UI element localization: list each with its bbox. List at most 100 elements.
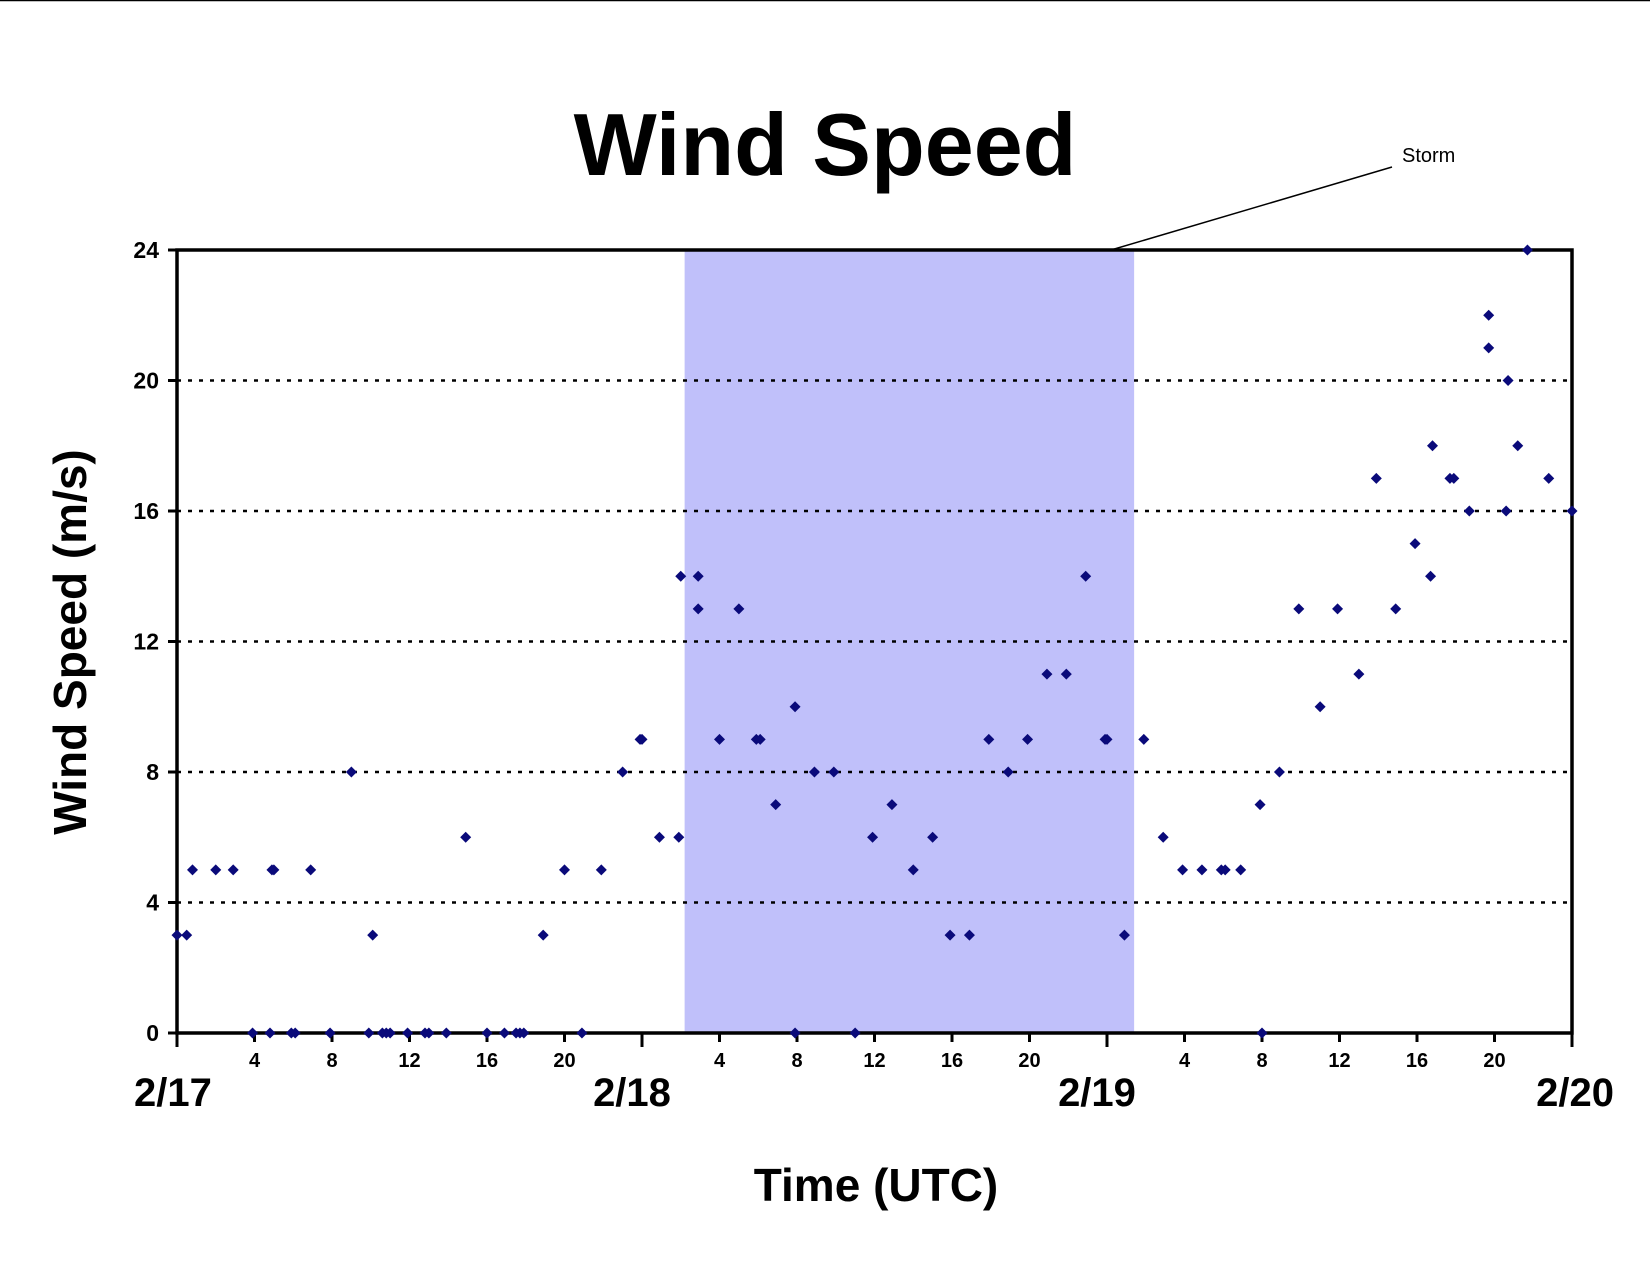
- y-tick-label: 16: [133, 498, 159, 524]
- data-point: [983, 733, 995, 745]
- data-point: [1543, 472, 1555, 484]
- data-point: [714, 733, 725, 745]
- data-point: [692, 603, 704, 615]
- data-point: [867, 831, 879, 843]
- data-point: [1196, 864, 1208, 876]
- data-point: [1566, 505, 1578, 517]
- x-tick-label: 8: [326, 1050, 337, 1072]
- data-point: [770, 799, 782, 811]
- data-point: [673, 831, 685, 843]
- data-point: [518, 1027, 530, 1039]
- chart-title: Wind Speed: [574, 95, 1077, 194]
- data-point: [927, 831, 939, 843]
- data-point: [1483, 309, 1495, 321]
- data-point: [1256, 1027, 1268, 1039]
- x-tick-label: 20: [1483, 1050, 1505, 1072]
- data-point: [559, 864, 570, 876]
- x-tick-label: 16: [1406, 1050, 1428, 1072]
- data-point: [1512, 440, 1524, 452]
- data-point: [402, 1027, 414, 1039]
- data-points: [171, 244, 1578, 1039]
- x-tick-label: 20: [553, 1050, 575, 1072]
- data-point: [963, 929, 975, 941]
- x-tick-label: 16: [476, 1050, 498, 1072]
- data-point: [305, 864, 317, 876]
- data-point: [1060, 668, 1072, 680]
- data-point: [1332, 603, 1344, 615]
- data-point: [181, 929, 193, 941]
- data-point: [595, 864, 607, 876]
- data-point: [1219, 864, 1231, 876]
- y-tick-label: 20: [133, 368, 159, 394]
- data-point: [1138, 733, 1150, 745]
- x-tick-label: 4: [249, 1050, 261, 1072]
- storm-annotation-label: Storm: [1402, 145, 1455, 167]
- data-point: [363, 1027, 375, 1039]
- data-point: [692, 570, 704, 582]
- data-point: [423, 1027, 435, 1039]
- data-point: [1235, 864, 1247, 876]
- x-tick-label: 20: [1018, 1050, 1040, 1072]
- data-point: [1390, 603, 1402, 615]
- data-point: [754, 733, 766, 745]
- day-label: 2/20: [1536, 1071, 1614, 1115]
- data-point: [481, 1027, 493, 1039]
- day-labels: 2/17 2/18 2/19 2/20: [134, 1071, 1614, 1115]
- data-point: [1353, 668, 1365, 680]
- y-axis-ticks: 0 4 8 12 16 20 24: [133, 237, 177, 1046]
- data-point: [1425, 570, 1437, 582]
- data-point: [944, 929, 956, 941]
- data-point: [1314, 701, 1326, 713]
- data-point: [1521, 244, 1533, 256]
- data-point: [789, 1027, 801, 1039]
- data-point: [1502, 375, 1514, 386]
- y-axis-title: Wind Speed (m/s): [44, 449, 96, 835]
- data-point: [653, 831, 665, 843]
- x-tick-label: 8: [1256, 1050, 1267, 1072]
- data-point: [227, 864, 239, 876]
- day-label: 2/18: [593, 1071, 671, 1115]
- data-point: [907, 864, 919, 876]
- data-point: [1041, 668, 1053, 680]
- y-tick-label: 12: [133, 629, 159, 655]
- x-tick-label: 12: [398, 1050, 420, 1072]
- data-point: [460, 831, 472, 843]
- data-point: [187, 864, 198, 876]
- y-tick-label: 0: [146, 1020, 159, 1046]
- x-axis-ticks: 4 8 12 16 20 4 8 12 16 20 4 8 12 16 20: [175, 1033, 1574, 1072]
- data-point: [636, 733, 648, 745]
- data-point: [268, 864, 280, 876]
- data-point: [498, 1027, 510, 1039]
- data-point: [210, 864, 222, 876]
- data-point: [264, 1027, 276, 1039]
- data-point: [1483, 342, 1495, 354]
- data-point: [1448, 472, 1460, 484]
- y-tick-label: 4: [146, 890, 159, 916]
- data-point: [171, 929, 183, 941]
- data-point: [789, 701, 801, 713]
- data-point: [345, 766, 357, 778]
- data-point: [886, 799, 898, 811]
- data-point: [384, 1027, 396, 1039]
- data-point: [440, 1027, 452, 1039]
- x-axis-title: Time (UTC): [754, 1159, 999, 1211]
- data-point: [1177, 864, 1189, 876]
- data-point: [537, 929, 549, 941]
- data-point: [1370, 472, 1382, 484]
- y-tick-label: 8: [146, 759, 159, 785]
- x-tick-label: 4: [1179, 1050, 1191, 1072]
- data-point: [1080, 570, 1092, 582]
- data-point: [324, 1027, 336, 1039]
- gridlines: [177, 379, 1572, 904]
- x-tick-label: 12: [1328, 1050, 1350, 1072]
- data-point: [1022, 733, 1034, 745]
- day-label: 2/17: [134, 1071, 212, 1115]
- data-point: [1409, 538, 1421, 550]
- x-tick-label: 12: [863, 1050, 885, 1072]
- data-point: [1273, 766, 1285, 778]
- data-point: [1254, 799, 1266, 811]
- x-tick-label: 8: [791, 1050, 802, 1072]
- data-point: [1427, 440, 1438, 452]
- day-label: 2/19: [1058, 1071, 1136, 1115]
